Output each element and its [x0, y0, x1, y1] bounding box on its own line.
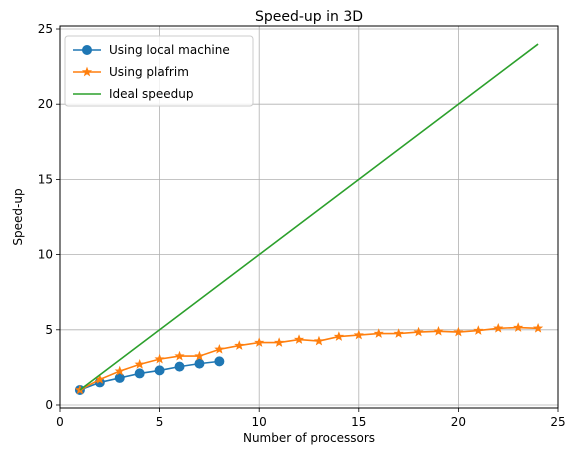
data-point-star	[433, 325, 444, 336]
y-tick-label: 0	[45, 398, 53, 412]
y-tick-label: 25	[38, 22, 53, 36]
data-point-circle	[134, 368, 145, 379]
data-point-star	[513, 322, 524, 332]
data-point-star	[313, 335, 325, 346]
data-point-star	[214, 344, 225, 354]
series-line	[79, 326, 539, 391]
data-point-star	[234, 340, 245, 350]
series-layer	[74, 43, 544, 395]
chart-title: Speed-up in 3D	[255, 9, 363, 25]
data-point-star	[293, 334, 305, 344]
legend-marker	[82, 45, 92, 55]
data-point-star	[114, 365, 125, 376]
data-point-star	[393, 328, 404, 338]
plot-frame	[59, 25, 559, 409]
data-point-star	[254, 337, 265, 347]
data-point-star	[194, 350, 205, 361]
data-point-circle	[214, 356, 225, 367]
data-point-star	[373, 328, 384, 338]
legend-label: Using local machine	[109, 43, 230, 57]
data-point-star	[174, 350, 185, 361]
data-point-star	[154, 353, 165, 364]
data-point-circle	[174, 361, 185, 372]
data-point-star	[453, 326, 464, 337]
x-tick-label: 15	[351, 415, 366, 429]
data-point-star	[333, 331, 344, 341]
data-point-star	[493, 322, 504, 333]
legend-label: Ideal speedup	[109, 87, 194, 101]
y-tick-label: 10	[38, 248, 53, 262]
legend: Using local machine Using plafrim Ideal sp…	[64, 35, 254, 107]
data-point-circle	[194, 358, 205, 369]
series-2	[79, 43, 539, 391]
series-line	[79, 43, 539, 391]
data-point-star	[413, 326, 424, 337]
legend-marker	[81, 66, 93, 77]
series-1	[74, 322, 544, 395]
x-tick-label: 10	[252, 415, 267, 429]
data-point-star	[473, 325, 484, 335]
y-tick-label: 5	[45, 323, 53, 337]
data-point-star	[134, 359, 145, 369]
ticks: 0 5 10 15 20 25 0 5 10 15 20 25	[38, 22, 566, 429]
legend-item: Using plafrim	[73, 65, 189, 79]
y-axis-label: Speed-up	[11, 188, 25, 245]
x-tick-label: 20	[451, 415, 466, 429]
x-tick-label: 5	[156, 415, 164, 429]
legend-item: Ideal speedup	[73, 87, 194, 101]
data-point-star	[353, 329, 364, 340]
x-tick-label: 25	[550, 415, 565, 429]
data-point-star	[532, 322, 544, 333]
y-tick-label: 20	[38, 97, 53, 111]
data-point-circle	[114, 372, 125, 383]
legend-item: Using local machine	[73, 43, 230, 57]
legend-label: Using plafrim	[109, 65, 189, 79]
y-tick-label: 15	[38, 172, 53, 186]
x-tick-label: 0	[56, 415, 64, 429]
x-axis-label: Number of processors	[243, 431, 375, 445]
data-point-circle	[154, 365, 165, 376]
data-point-star	[274, 337, 285, 347]
legend-box	[64, 35, 254, 107]
